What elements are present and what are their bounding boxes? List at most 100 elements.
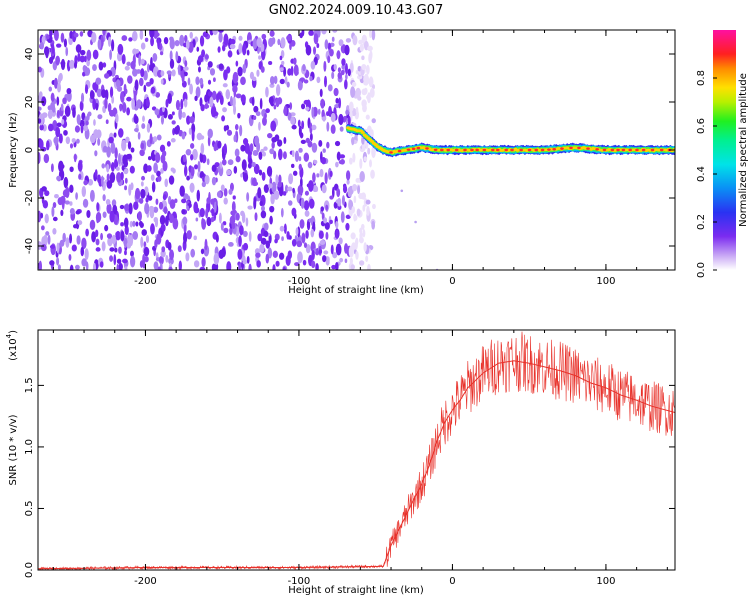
spectrogram-noise-cell bbox=[253, 105, 259, 113]
spectrogram-noise-cell bbox=[189, 116, 195, 124]
spectrogram-noise-cell bbox=[310, 228, 315, 238]
spectrogram-noise-cell bbox=[231, 201, 236, 213]
spectrogram-noise-cell bbox=[117, 128, 124, 138]
spectrogram-noise-cell bbox=[56, 109, 60, 118]
spectrogram-noise-cell bbox=[53, 30, 59, 41]
spectrogram-noise-cell bbox=[92, 49, 99, 60]
spectrogram-noise-cell bbox=[126, 61, 131, 66]
spectrogram-noise-cell bbox=[359, 158, 363, 169]
spectrogram-noise-cell bbox=[279, 55, 283, 61]
spectrogram-noise-cell bbox=[120, 91, 125, 103]
spectrogram-noise-cell bbox=[184, 60, 188, 67]
spectrogram-noise-cell bbox=[183, 71, 188, 77]
spectrogram-noise-cell bbox=[160, 115, 165, 125]
spectrogram-noise-cell bbox=[366, 125, 372, 137]
spectrogram-noise-cell bbox=[370, 169, 375, 179]
spectrogram-noise-cell bbox=[242, 43, 247, 56]
spectrogram-noise-cell bbox=[118, 246, 122, 254]
spectrogram-stray-cell bbox=[400, 189, 404, 193]
spectrogram-peak-cell bbox=[425, 147, 429, 150]
spectrogram-noise-cell bbox=[200, 248, 205, 255]
spectrogram-noise-cell bbox=[64, 186, 70, 199]
spectrogram-noise-cell bbox=[181, 198, 187, 204]
spectrogram-noise-cell bbox=[140, 42, 146, 50]
spectrogram-noise-cell bbox=[102, 211, 107, 218]
spectrogram-noise-cell bbox=[162, 194, 167, 201]
spectrogram-noise-cell bbox=[254, 212, 258, 222]
spectrogram-noise-cell bbox=[348, 101, 354, 112]
spectrogram-noise-cell bbox=[323, 250, 329, 255]
spectrogram-noise-cell bbox=[183, 66, 189, 71]
spectrogram-noise-cell bbox=[221, 159, 227, 166]
spectrogram-noise-cell bbox=[133, 115, 139, 124]
spectrogram-noise-cell bbox=[69, 166, 74, 173]
colorbar-label: Normalized spectral amplitude bbox=[738, 73, 749, 227]
spectrogram-noise-cell bbox=[361, 63, 367, 71]
spectrogram-noise-cell bbox=[328, 105, 332, 116]
spectrogram-noise-cell bbox=[187, 77, 191, 86]
spectrogram-noise-cell bbox=[178, 107, 183, 120]
spectrogram-noise-cell bbox=[47, 123, 54, 132]
spectrogram-noise-cell bbox=[218, 63, 224, 70]
spectrogram-noise-cell bbox=[107, 36, 112, 47]
spectrogram-noise-cell bbox=[76, 235, 81, 245]
spectrogram-noise-cell bbox=[326, 257, 330, 263]
spectrogram-noise-cell bbox=[323, 60, 327, 72]
spectrogram-noise-cell bbox=[64, 200, 70, 205]
spectrogram-noise-cell bbox=[263, 146, 268, 151]
spectrogram-noise-cell bbox=[265, 108, 270, 114]
spectrogram-noise-cell bbox=[167, 93, 173, 105]
spectrogram-signal-cell bbox=[370, 139, 375, 143]
spectrogram-noise-cell bbox=[52, 202, 57, 209]
spectrogram-noise-cell bbox=[351, 183, 358, 192]
spectrogram-noise-cell bbox=[75, 264, 80, 270]
spectrogram-noise-cell bbox=[347, 186, 353, 198]
spectrogram-noise-cell bbox=[280, 37, 286, 49]
spectrogram-peak-cell bbox=[602, 148, 607, 152]
spectrogram-noise-cell bbox=[213, 252, 220, 265]
spectrogram-noise-cell bbox=[228, 242, 234, 247]
spectrogram-noise-cell bbox=[56, 43, 62, 48]
spectrogram-noise-cell bbox=[193, 260, 200, 268]
spectrogram-noise-cell bbox=[350, 232, 356, 240]
snr-y-multiplier-base: (x10 bbox=[8, 338, 19, 361]
spectrogram-noise-cell bbox=[255, 252, 261, 258]
spectrogram-noise-cell bbox=[38, 210, 42, 223]
spectrogram-noise-cell bbox=[149, 30, 155, 39]
spectrogram-noise-cell bbox=[121, 165, 125, 171]
spectrogram-noise-cell bbox=[335, 161, 339, 168]
spectrogram-noise-cell bbox=[102, 194, 106, 202]
spectrogram-noise-cell bbox=[212, 30, 218, 36]
spectrogram-noise-cell bbox=[253, 163, 260, 175]
spectrogram-noise-cell bbox=[218, 30, 224, 33]
spectrogram-noise-cell bbox=[147, 156, 152, 161]
spectrogram-noise-cell bbox=[331, 36, 335, 42]
spectrogram-noise-cell bbox=[336, 151, 341, 161]
spectrogram-noise-cell bbox=[353, 213, 357, 222]
spectrogram-noise-cell bbox=[165, 98, 169, 108]
spectrogram-noise-cell bbox=[217, 140, 222, 149]
spectrogram-noise-cell bbox=[292, 170, 298, 176]
spectrogram-noise-cell bbox=[247, 205, 253, 210]
spectrogram-noise-cell bbox=[361, 88, 368, 96]
spectrogram-noise-cell bbox=[109, 109, 115, 117]
spectrogram-noise-cell bbox=[161, 246, 166, 253]
spectrogram-noise-cell bbox=[127, 141, 132, 150]
spectrogram-noise-cell bbox=[331, 186, 335, 199]
spectrogram-noise-cell bbox=[333, 201, 338, 209]
spectrogram-noise-cell bbox=[167, 113, 173, 120]
spectrogram-noise-cell bbox=[133, 201, 139, 210]
spectrogram-noise-cell bbox=[207, 79, 212, 85]
spectrogram-noise-cell bbox=[38, 106, 42, 111]
spectrogram-noise-cell bbox=[239, 124, 243, 137]
spectrogram-marks bbox=[38, 30, 675, 270]
spectrogram-noise-cell bbox=[225, 124, 230, 131]
spectrogram-noise-cell bbox=[166, 70, 172, 75]
spectrogram-noise-cell bbox=[352, 152, 356, 163]
spectrogram-peak-cell bbox=[569, 146, 573, 150]
spectrogram-noise-cell bbox=[325, 231, 329, 240]
snr-plot-area bbox=[38, 330, 675, 570]
spectrogram-noise-cell bbox=[337, 67, 342, 73]
spectrogram-noise-cell bbox=[206, 216, 212, 227]
spectrogram-noise-cell bbox=[50, 101, 55, 111]
